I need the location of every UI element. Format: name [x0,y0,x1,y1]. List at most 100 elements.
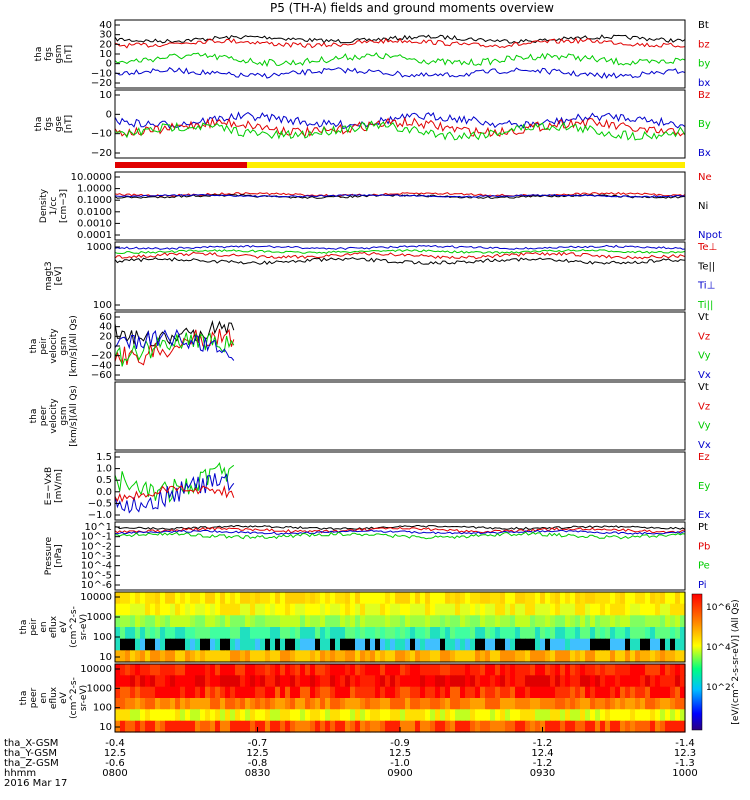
ylabel-line: tha [19,691,29,706]
ylabel-line: en [39,621,49,632]
ytick-label: 10^-4 [81,561,112,572]
ylabel-line: tha [34,117,44,132]
panel-frame-fgs_gsm [114,19,686,89]
ytick-label: 0.1000 [77,195,112,206]
time-axis-value: 0900 [387,768,412,779]
legend-entry: Vz [698,401,710,412]
ylabel-line: gsm [54,44,64,63]
ylabel-line: tha [29,339,39,354]
legend-entry: Ti|| [697,300,713,311]
legend-entry: Bx [698,148,711,159]
ylabel-line: eV [59,620,69,633]
ytick-label: 60 [99,312,112,323]
ytick-label: 10000 [80,664,112,675]
spectrogram-peer [115,664,686,733]
series-vy-peir [114,332,235,367]
ytick-label: −0.5 [88,498,112,509]
ytick-label: 10 [99,722,112,733]
ylabel-line: velocity [49,398,59,434]
panel-frame-temperature [114,241,686,311]
ylabel-line: eflux [49,615,59,638]
ytick-label: −1.0 [88,510,112,521]
time-axis-value: 12.5 [246,748,268,759]
series-te-perp [114,251,686,260]
ytick-label: 100 [93,300,112,311]
time-axis-value: -0.6 [105,758,125,769]
legend-entry: Npot [698,230,722,241]
ytick-label: 10^-6 [81,580,112,591]
ylabel-line: [nPa] [54,544,64,567]
ytick-label: 0.0100 [77,207,112,218]
ylabel-line: [nT] [64,45,74,63]
time-axis-value: 12.4 [531,748,553,759]
ylabel-line: magt3 [44,261,54,290]
time-axis-value: -1.3 [675,758,695,769]
series-by-gsm [114,52,686,68]
series-te-par [114,257,686,265]
series-bz-gsm [114,37,686,49]
ylabel-line: velocity [49,328,59,364]
ytick-label: 10000 [80,592,112,603]
legend-entry: Bt [698,20,709,31]
ytick-label: 40 [99,322,112,333]
series-ti-perp [114,244,686,250]
ytick-label: 10^-5 [81,570,112,581]
ytick-label: 1.0 [96,464,112,475]
ylabel-line: tha [29,409,39,424]
ytick-label: 1000 [87,683,112,694]
legend-entry: Vz [698,331,710,342]
time-axis-value: -1.2 [533,738,553,749]
series-bz-gse [114,116,686,138]
ylabel-line: (cm^2-s- [69,677,79,719]
time-axis-value: 0800 [102,768,127,779]
panel-frame-efield [114,451,686,521]
ylabel-line: peir [39,337,49,355]
ytick-label: −20 [91,351,112,362]
panel-frame-peir_spec [114,591,686,663]
ylabel-line: fgs [44,47,54,61]
legend-entry: Ti⊥ [697,281,715,292]
legend-entry: Vy [698,421,711,432]
time-axis-value: -0.7 [248,738,268,749]
ytick-label: −10 [91,129,112,140]
ytick-label: 10^1 [85,522,112,533]
legend-entry: Pt [698,522,708,533]
ytick-label: 0 [106,59,112,70]
legend-entry: Pe [698,561,710,572]
legend-entry: Te|| [697,261,715,272]
ylabel-line: peir [29,618,39,636]
series-by-gse [114,120,686,141]
time-axis-label: tha_X-GSM [4,738,58,749]
ytick-label: 10 [99,49,112,60]
ylabel-line: 1/cc [49,197,59,216]
legend-entry: bx [698,78,710,89]
ytick-label: 100 [93,703,112,714]
series-ex [114,473,235,514]
ylabel-line: [cm−3] [59,189,69,223]
legend-entry: Ni [698,201,708,212]
ylabel-line: Density [39,188,49,223]
ytick-label: 40 [99,20,112,31]
legend-entry: By [698,119,711,130]
legend-entry: Vx [698,440,711,451]
ylabel-line: peer [29,687,39,708]
panel-frame-density [114,171,686,241]
ylabel-line: [km/s](All Qs) [69,315,79,377]
ytick-label: 10 [99,90,112,101]
series-pe [114,531,686,540]
ylabel-line: eV [59,691,69,704]
ytick-label: 1.5 [96,452,112,463]
ylabel-line: [mV/m] [54,469,64,503]
ytick-label: 0.0 [96,487,112,498]
time-axis-value: 12.3 [674,748,696,759]
ytick-label: 0.0010 [77,218,112,229]
ytick-label: 10^-2 [81,541,112,552]
panel-frame-peir_velocity [114,311,686,381]
ytick-label: −60 [91,370,112,381]
ylabel-line: [km/s](All Qs) [69,385,79,447]
panel-frame-pressure [114,521,686,591]
series-ez [114,485,235,503]
ytick-label: 20 [99,331,112,342]
legend-entry: Te⊥ [697,242,717,253]
ylabel-line: eflux [49,686,59,709]
